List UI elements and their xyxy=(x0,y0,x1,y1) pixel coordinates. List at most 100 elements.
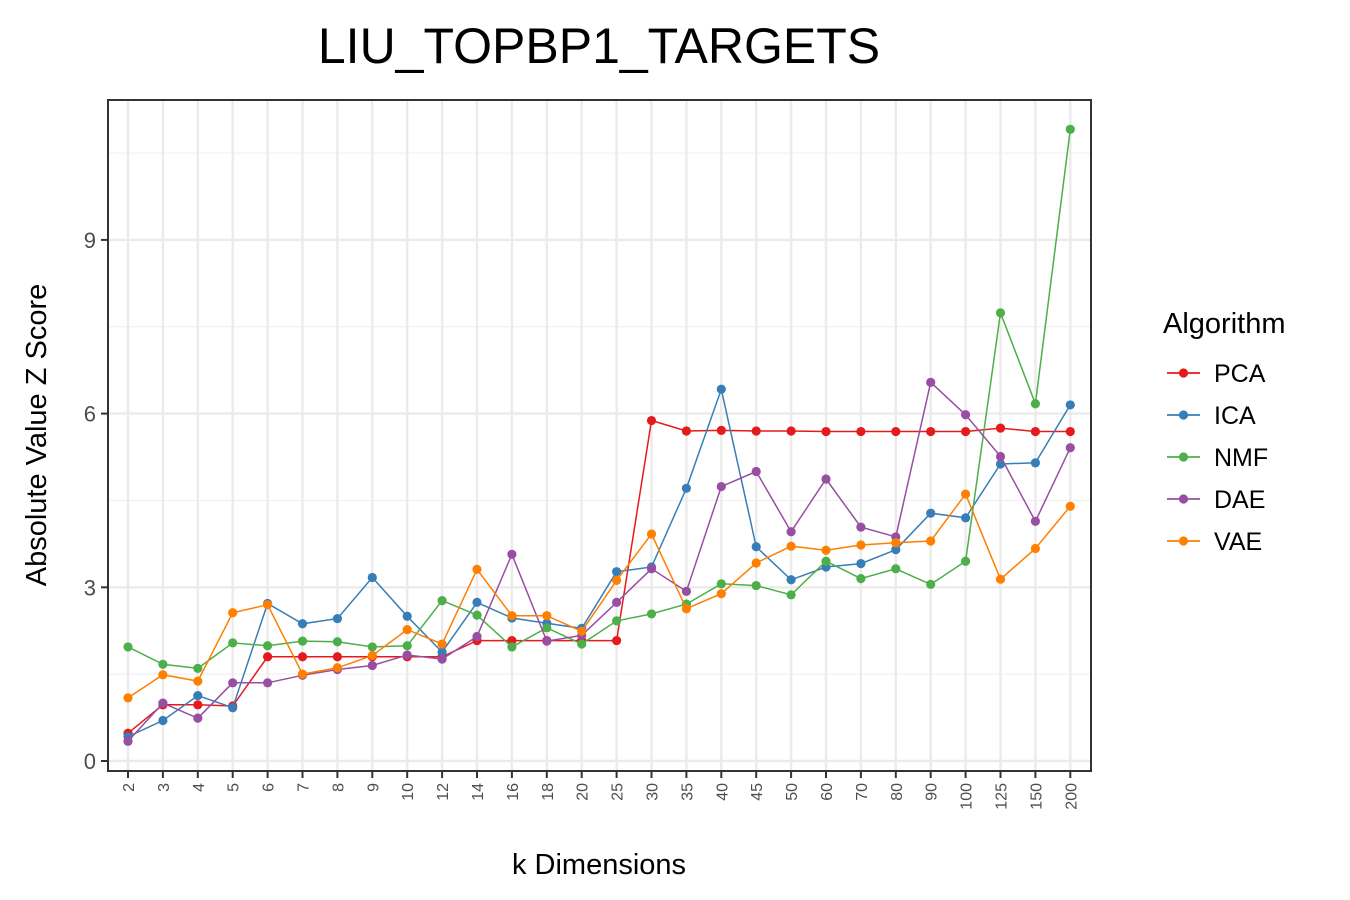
data-point-nmf xyxy=(716,579,726,589)
x-tick-label: 9 xyxy=(365,783,382,792)
data-point-nmf xyxy=(332,637,342,647)
data-point-ica xyxy=(1030,458,1040,468)
legend-key-point xyxy=(1178,410,1189,420)
data-point-vae xyxy=(437,639,447,649)
data-point-ica xyxy=(926,508,936,518)
data-point-vae xyxy=(961,489,971,499)
legend-label: ICA xyxy=(1214,402,1256,430)
x-tick-label: 16 xyxy=(505,783,522,801)
x-tick-label: 25 xyxy=(610,783,627,801)
x-tick-label: 50 xyxy=(784,783,801,801)
series-line-ica xyxy=(127,386,1071,738)
x-axis-title: k Dimensions xyxy=(512,849,686,881)
data-point-vae xyxy=(507,611,517,621)
data-point-pca xyxy=(891,426,901,437)
data-point-dae xyxy=(263,678,273,688)
data-point-ica xyxy=(786,575,796,585)
data-point-dae xyxy=(961,410,971,420)
data-point-vae xyxy=(123,693,133,703)
y-tick-label: 0 xyxy=(84,749,96,774)
data-point-ica xyxy=(1065,400,1075,410)
data-point-nmf xyxy=(402,641,412,651)
data-point-pca xyxy=(681,426,692,436)
data-point-nmf xyxy=(612,616,622,626)
x-tick-label: 14 xyxy=(470,783,487,801)
x-tick-label: 40 xyxy=(714,783,731,801)
data-point-nmf xyxy=(123,642,133,652)
legend-key-point xyxy=(1178,452,1189,462)
data-point-vae xyxy=(297,669,308,679)
x-tick-label: 5 xyxy=(226,783,243,792)
legend-label: VAE xyxy=(1214,528,1262,556)
data-point-dae xyxy=(786,527,796,537)
data-point-nmf xyxy=(646,609,657,619)
data-point-pca xyxy=(193,700,203,710)
grid xyxy=(108,100,1091,771)
x-tick-label: 18 xyxy=(540,783,557,801)
data-point-nmf xyxy=(158,659,168,669)
x-tick-label: 20 xyxy=(575,783,592,801)
data-point-vae xyxy=(402,624,412,635)
data-point-nmf xyxy=(577,639,587,649)
x-tick-label: 35 xyxy=(679,783,696,801)
legend-key-point xyxy=(1178,368,1189,378)
x-tick-label: 100 xyxy=(959,783,976,810)
data-point-vae xyxy=(1030,543,1040,554)
data-point-nmf xyxy=(1030,399,1040,409)
data-point-vae xyxy=(646,529,657,539)
x-tick-label: 10 xyxy=(400,783,417,801)
data-point-dae xyxy=(612,597,622,607)
data-point-pca xyxy=(821,426,831,437)
chart-title: LIU_TOPBP1_TARGETS xyxy=(318,18,880,74)
data-point-dae xyxy=(716,481,726,492)
x-tick-label: 2 xyxy=(121,783,138,792)
data-point-pca xyxy=(926,426,936,437)
series-nmf xyxy=(123,124,1075,673)
legend-key-point xyxy=(1178,536,1189,546)
data-point-vae xyxy=(263,600,273,610)
series-line-dae xyxy=(127,380,1071,742)
data-point-pca xyxy=(332,652,342,662)
data-point-vae xyxy=(193,676,203,686)
data-point-vae xyxy=(158,670,168,680)
data-point-nmf xyxy=(507,642,517,652)
legend-item-nmf: NMF xyxy=(1167,444,1268,472)
data-point-vae xyxy=(1065,501,1075,511)
data-point-dae xyxy=(821,474,831,484)
data-point-dae xyxy=(1030,516,1040,526)
data-point-vae xyxy=(612,575,622,585)
series-layer xyxy=(123,124,1075,746)
data-point-dae xyxy=(437,654,447,664)
x-tick-label: 125 xyxy=(994,783,1011,810)
data-point-nmf xyxy=(297,636,308,646)
data-point-vae xyxy=(367,651,377,661)
data-point-nmf xyxy=(193,663,203,673)
data-point-nmf xyxy=(472,610,482,620)
data-point-pca xyxy=(995,423,1006,433)
data-point-vae xyxy=(228,608,238,618)
data-point-nmf xyxy=(751,580,761,591)
y-tick-label: 3 xyxy=(84,575,96,600)
data-point-dae xyxy=(856,522,866,532)
data-point-ica xyxy=(297,619,308,629)
data-point-dae xyxy=(228,678,238,688)
x-tick-label: 150 xyxy=(1028,783,1045,810)
x-tick-label: 80 xyxy=(889,783,906,801)
legend-label: DAE xyxy=(1214,486,1265,514)
data-point-nmf xyxy=(856,574,866,584)
data-point-nmf xyxy=(1065,124,1075,134)
data-point-vae xyxy=(821,545,831,555)
data-point-pca xyxy=(786,426,796,436)
legend-title: Algorithm xyxy=(1163,308,1286,340)
data-point-vae xyxy=(542,611,552,621)
data-point-vae xyxy=(786,541,796,551)
data-point-ica xyxy=(716,384,726,394)
data-point-ica xyxy=(681,483,692,493)
data-point-dae xyxy=(472,631,482,642)
data-point-pca xyxy=(961,426,971,437)
legend-label: NMF xyxy=(1214,444,1268,472)
data-point-vae xyxy=(577,626,587,636)
legend-item-dae: DAE xyxy=(1167,486,1265,514)
data-point-dae xyxy=(542,636,552,646)
